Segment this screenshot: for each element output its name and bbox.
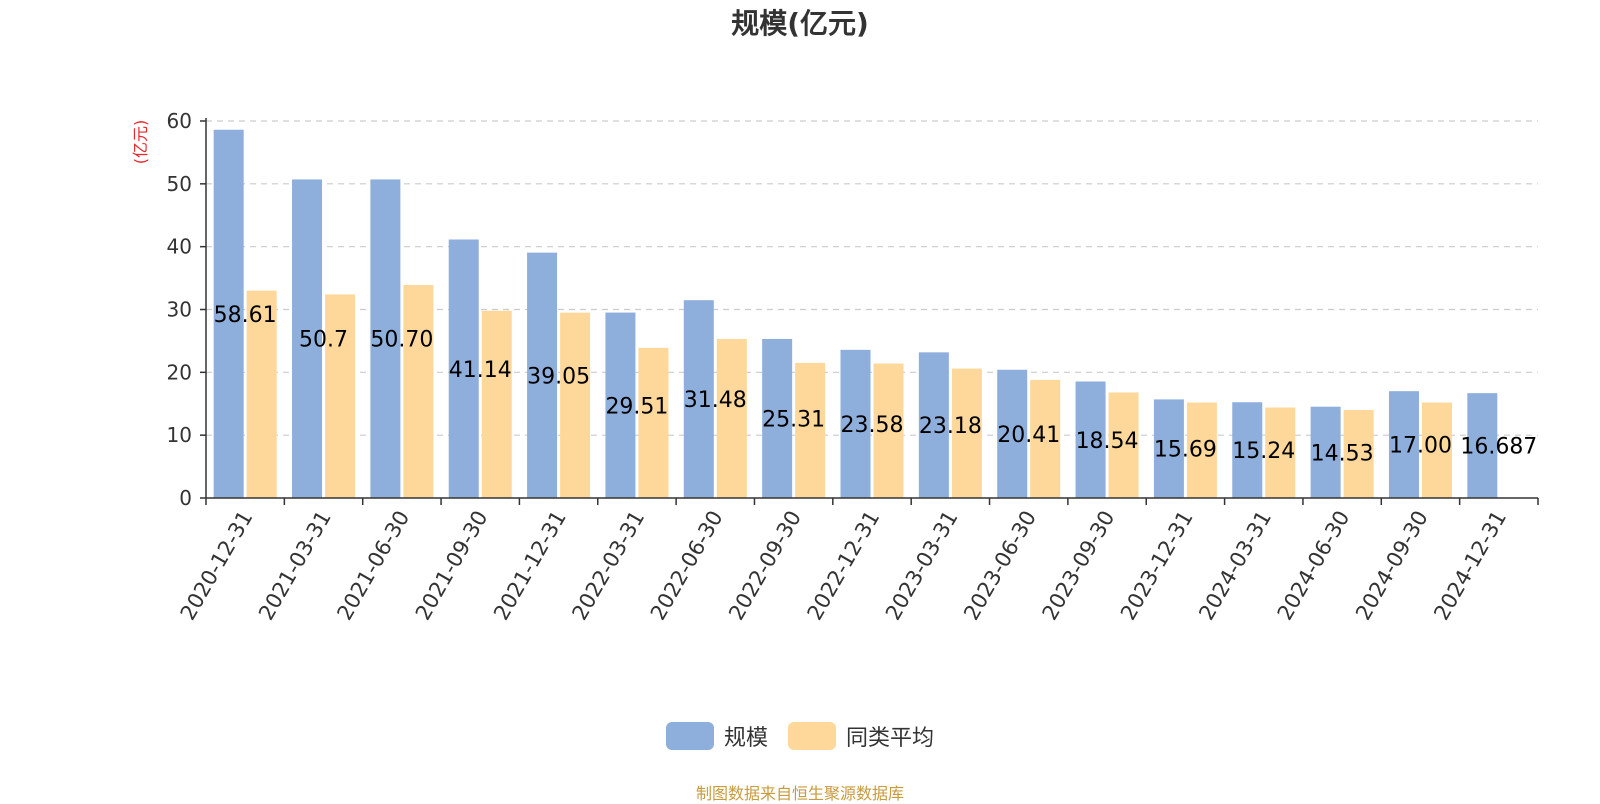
bar-scale [1153, 399, 1184, 498]
source-note: 制图数据来自恒生聚源数据库 [695, 784, 904, 803]
bar-peer-average [1108, 392, 1139, 498]
data-label: 58.61 [214, 303, 277, 328]
bar-scale [840, 349, 871, 498]
x-tick-label: 2023-06-30 [959, 507, 1041, 625]
data-label: 15.24 [1232, 439, 1295, 464]
bar-scale [1310, 406, 1341, 498]
data-label: 50.7 [299, 328, 348, 353]
bar-peer-average [873, 363, 904, 498]
data-label: 20.41 [997, 423, 1060, 448]
chart-title: 规模(亿元) [731, 7, 869, 40]
y-tick-label: 20 [167, 360, 192, 384]
data-label: 16.687 [1460, 435, 1537, 460]
bar-scale [605, 312, 636, 498]
x-tick-label: 2020-12-31 [176, 507, 258, 625]
legend-label-scale: 规模 [723, 726, 768, 751]
x-tick-label: 2022-06-30 [646, 507, 728, 625]
y-tick-label: 60 [167, 109, 192, 133]
bar-peer-average [951, 368, 982, 498]
x-tick-label: 2021-03-31 [254, 507, 336, 625]
bar-scale [683, 300, 714, 498]
legend: 规模 同类平均 [0, 720, 1600, 752]
bar-scale [997, 369, 1028, 498]
x-tick-label: 2023-03-31 [881, 507, 963, 625]
legend-swatch-peer-average [788, 722, 836, 750]
x-tick-label: 2024-09-30 [1351, 507, 1433, 625]
bar-scale [1467, 393, 1498, 498]
data-label: 14.53 [1311, 441, 1374, 466]
bar-peer-average [403, 284, 434, 498]
data-label: 39.05 [527, 364, 590, 389]
bar-scale [448, 239, 479, 498]
data-label: 23.18 [919, 414, 982, 439]
legend-item-peer-average[interactable]: 同类平均 [788, 720, 934, 752]
x-tick-label: 2022-12-31 [803, 507, 885, 625]
data-label: 50.70 [370, 328, 433, 353]
data-label: 29.51 [605, 394, 668, 419]
bar-scale [1388, 391, 1419, 498]
bar-peer-average [1186, 402, 1217, 498]
bar-peer-average [246, 290, 277, 498]
bar-scale [213, 129, 244, 498]
x-tick-label: 2024-06-30 [1273, 507, 1355, 625]
x-tick-label: 2021-12-31 [489, 507, 571, 625]
bar-peer-average [638, 347, 669, 498]
x-tick-label: 2022-03-31 [567, 507, 649, 625]
legend-swatch-scale [665, 722, 714, 750]
y-tick-label: 40 [167, 235, 192, 259]
y-tick-label: 50 [167, 172, 192, 196]
bar-peer-average [1421, 402, 1452, 498]
data-label: 18.54 [1076, 429, 1139, 454]
data-label: 25.31 [762, 407, 825, 432]
y-tick-label: 0 [179, 486, 192, 510]
data-label: 17.00 [1389, 434, 1452, 459]
bar-peer-average [1343, 410, 1374, 498]
bar-peer-average [325, 294, 356, 498]
bar-peer-average [560, 312, 591, 498]
bar-scale [1232, 402, 1263, 498]
bar-peer-average [481, 310, 512, 498]
bar-scale [527, 252, 558, 498]
x-tick-label: 2023-12-31 [1116, 507, 1198, 625]
x-tick-label: 2021-09-30 [411, 507, 493, 625]
y-axis-label: (亿元) [131, 120, 150, 165]
y-tick-label: 30 [167, 298, 192, 322]
bar-peer-average [716, 339, 747, 498]
bar-scale [370, 179, 401, 498]
y-tick-label: 10 [167, 423, 192, 447]
data-label: 41.14 [449, 358, 512, 383]
x-tick-label: 2021-06-30 [332, 506, 414, 624]
bar-scale [762, 338, 793, 498]
data-label: 23.58 [841, 413, 904, 438]
x-tick-label: 2024-03-31 [1194, 507, 1276, 625]
x-tick-label: 2024-12-31 [1429, 507, 1511, 625]
bar-scale [1075, 381, 1106, 498]
bar-peer-average [1030, 379, 1061, 498]
x-tick-label: 2023-09-30 [1038, 507, 1120, 625]
data-label: 15.69 [1154, 438, 1217, 463]
bar-scale [292, 179, 323, 498]
legend-label-peer-average: 同类平均 [846, 726, 935, 751]
bar-peer-average [795, 362, 826, 498]
x-tick-label: 2022-09-30 [724, 507, 806, 625]
bar-scale [918, 352, 949, 498]
data-label: 31.48 [684, 388, 747, 413]
bar-peer-average [1265, 407, 1296, 498]
legend-item-scale[interactable]: 规模 [665, 720, 768, 752]
bars [213, 129, 1498, 498]
data-labels: 58.61 50.7 50.70 41.14 39.05 29.51 31.48 25.31 2… [214, 303, 1538, 466]
